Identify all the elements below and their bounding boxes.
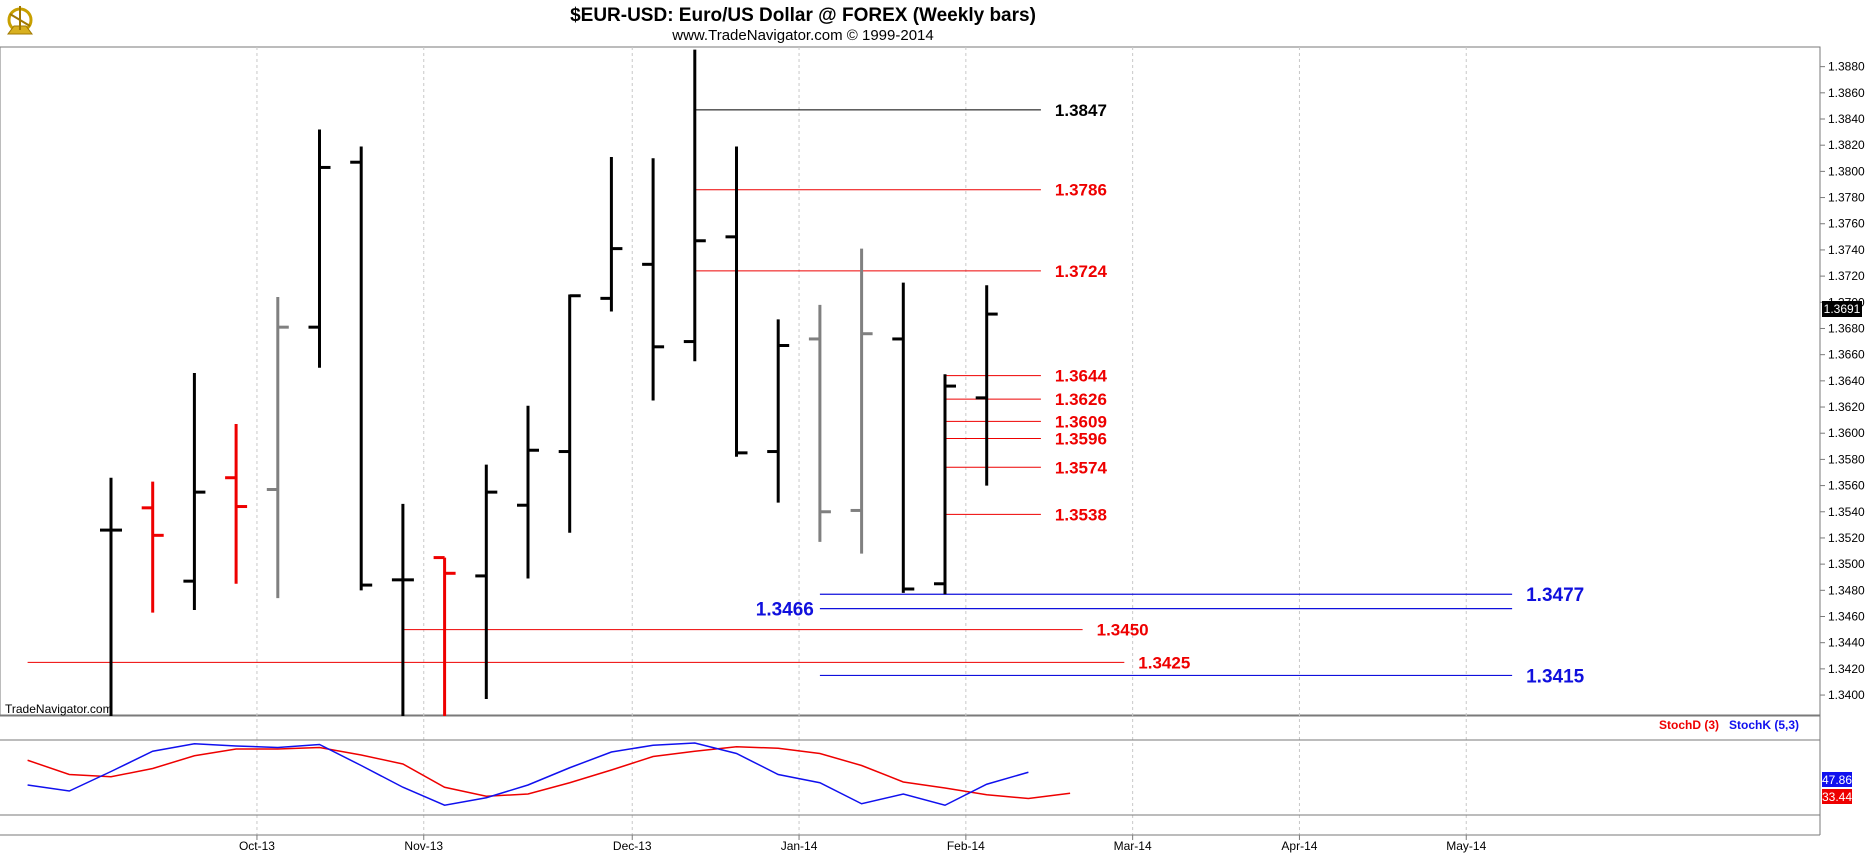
stoch-d-last: 33.44 <box>1822 790 1852 804</box>
x-tick-label: Nov-13 <box>404 839 443 853</box>
y-tick-label: 1.3720 <box>1828 269 1865 283</box>
stoch-k-legend: StochK (5,3) <box>1729 718 1799 732</box>
stochastic-lines <box>27 742 1071 807</box>
resistance-label: 1.3609 <box>1055 412 1107 431</box>
last-price-tag: 1.3691 <box>1822 301 1862 317</box>
ohlc-bar <box>850 248 873 554</box>
stoch-k-line <box>27 742 1029 807</box>
ohlc-bar <box>600 156 623 312</box>
last-price-label: 1.3691 <box>1824 302 1861 316</box>
ohlc-bar <box>100 477 122 716</box>
y-tick-label: 1.3480 <box>1828 583 1865 597</box>
y-tick-label: 1.3440 <box>1828 636 1865 650</box>
x-tick-label: Apr-14 <box>1281 839 1317 853</box>
resistance-label: 1.3425 <box>1138 653 1190 672</box>
y-tick-label: 1.3680 <box>1828 321 1865 335</box>
ohlc-bar <box>266 297 289 599</box>
ohlc-bar <box>308 129 331 368</box>
x-tick-label: Oct-13 <box>239 839 275 853</box>
ohlc-bar <box>433 556 456 716</box>
vertical-grid <box>256 47 1467 835</box>
stoch-k-tag: 47.86 <box>1822 772 1852 787</box>
ohlc-bar <box>725 146 748 457</box>
resistance-label: 1.3538 <box>1055 505 1107 524</box>
resistance-label: 1.3847 <box>1055 101 1107 120</box>
resistance-label: 1.3596 <box>1055 429 1107 448</box>
y-tick-label: 1.3600 <box>1828 426 1865 440</box>
support-label: 1.3415 <box>1526 666 1585 687</box>
y-tick-label: 1.3640 <box>1828 374 1865 388</box>
ohlc-bar <box>642 158 665 401</box>
y-tick-label: 1.3580 <box>1828 452 1865 466</box>
stoch-d-tag: 33.44 <box>1822 789 1852 804</box>
ohlc-bar <box>225 424 248 584</box>
x-tick-label: Dec-13 <box>613 839 652 853</box>
x-tick-label: Feb-14 <box>947 839 985 853</box>
price-axis: 1.3400 1.3420 1.3440 1.3460 1.3480 1.3500 1.35… <box>1820 60 1865 702</box>
resistance-label: 1.3574 <box>1055 458 1108 477</box>
y-tick-label: 1.3500 <box>1828 557 1865 571</box>
watermark: TradeNavigator.com <box>5 702 113 716</box>
support-label: 1.3466 <box>756 600 814 621</box>
resistance-label: 1.3626 <box>1055 390 1107 409</box>
resistance-label: 1.3786 <box>1055 181 1107 200</box>
ohlc-bar <box>767 319 790 503</box>
chart-subtitle: www.TradeNavigator.com © 1999-2014 <box>671 27 933 44</box>
y-tick-label: 1.3860 <box>1828 86 1865 100</box>
y-tick-label: 1.3660 <box>1828 348 1865 362</box>
y-tick-label: 1.3740 <box>1828 243 1865 257</box>
ohlc-bar <box>391 503 414 716</box>
y-tick-label: 1.3760 <box>1828 217 1865 231</box>
y-tick-label: 1.3880 <box>1828 60 1865 74</box>
stoch-d-legend: StochD (3) <box>1659 718 1719 732</box>
ohlc-bar <box>475 464 498 699</box>
stoch-k-last: 47.86 <box>1822 773 1852 787</box>
y-tick-label: 1.3780 <box>1828 191 1865 205</box>
stoch-d-line <box>27 745 1071 800</box>
ohlc-bar <box>892 282 915 593</box>
ohlc-bar <box>558 294 581 533</box>
y-tick-label: 1.3800 <box>1828 164 1865 178</box>
ohlc-bar <box>808 304 831 542</box>
support-label: 1.3477 <box>1526 585 1584 606</box>
ohlc-bar <box>517 405 539 579</box>
ohlc-bar <box>141 481 164 613</box>
price-panel-frame <box>0 46 1821 716</box>
price-levels: 1.38471.37861.37241.36441.36261.36091.35… <box>27 101 1585 687</box>
y-tick-label: 1.3420 <box>1828 662 1865 676</box>
y-tick-label: 1.3540 <box>1828 505 1865 519</box>
resistance-label: 1.3644 <box>1055 367 1108 386</box>
ohlc-bar <box>350 146 373 591</box>
ohlc-bar <box>683 49 706 362</box>
y-tick-label: 1.3820 <box>1828 138 1865 152</box>
x-tick-label: Mar-14 <box>1114 839 1152 853</box>
y-tick-label: 1.3520 <box>1828 531 1865 545</box>
x-tick-label: Jan-14 <box>781 839 818 853</box>
resistance-label: 1.3450 <box>1097 621 1149 640</box>
ohlc-bar <box>934 374 956 595</box>
ohlc-bar <box>975 285 998 486</box>
resistance-label: 1.3724 <box>1055 262 1108 281</box>
y-tick-label: 1.3560 <box>1828 479 1865 493</box>
chart-title: $EUR-USD: Euro/US Dollar @ FOREX (Weekly… <box>570 5 1036 26</box>
logo-icon <box>7 6 33 35</box>
ohlc-bar <box>183 372 206 610</box>
y-tick-label: 1.3400 <box>1828 688 1865 702</box>
y-tick-label: 1.3620 <box>1828 400 1865 414</box>
y-tick-label: 1.3460 <box>1828 610 1865 624</box>
x-tick-label: May-14 <box>1446 839 1486 853</box>
date-axis: Oct-13 Nov-13 Dec-13 Jan-14 Feb-14 Mar-14 Apr-… <box>239 835 1487 853</box>
y-tick-label: 1.3840 <box>1828 112 1865 126</box>
ohlc-bars <box>100 49 998 716</box>
